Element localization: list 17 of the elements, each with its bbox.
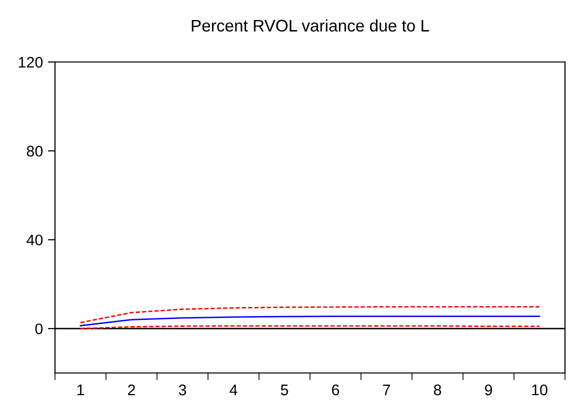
x-tick-label: 3 xyxy=(178,384,186,396)
x-tick-label: 6 xyxy=(332,384,340,396)
y-tick-label: 120 xyxy=(18,56,43,68)
x-tick-label: 4 xyxy=(230,384,238,396)
y-tick-label: 0 xyxy=(35,323,43,334)
y-tick-label: 40 xyxy=(26,234,43,246)
x-tick-label: 7 xyxy=(383,384,390,396)
line-series xyxy=(80,316,540,326)
x-tick-label: 9 xyxy=(484,384,492,396)
x-tick-label: 1 xyxy=(77,384,84,396)
x-tick-label: 2 xyxy=(128,384,135,396)
x-tick-label: 5 xyxy=(280,384,288,396)
x-tick-label: 8 xyxy=(434,384,442,396)
x-tick-label: 10 xyxy=(532,384,548,396)
y-tick-label: 80 xyxy=(26,146,43,157)
line-series xyxy=(80,306,540,324)
chart-title: Percent RVOL variance due to L xyxy=(192,19,429,32)
